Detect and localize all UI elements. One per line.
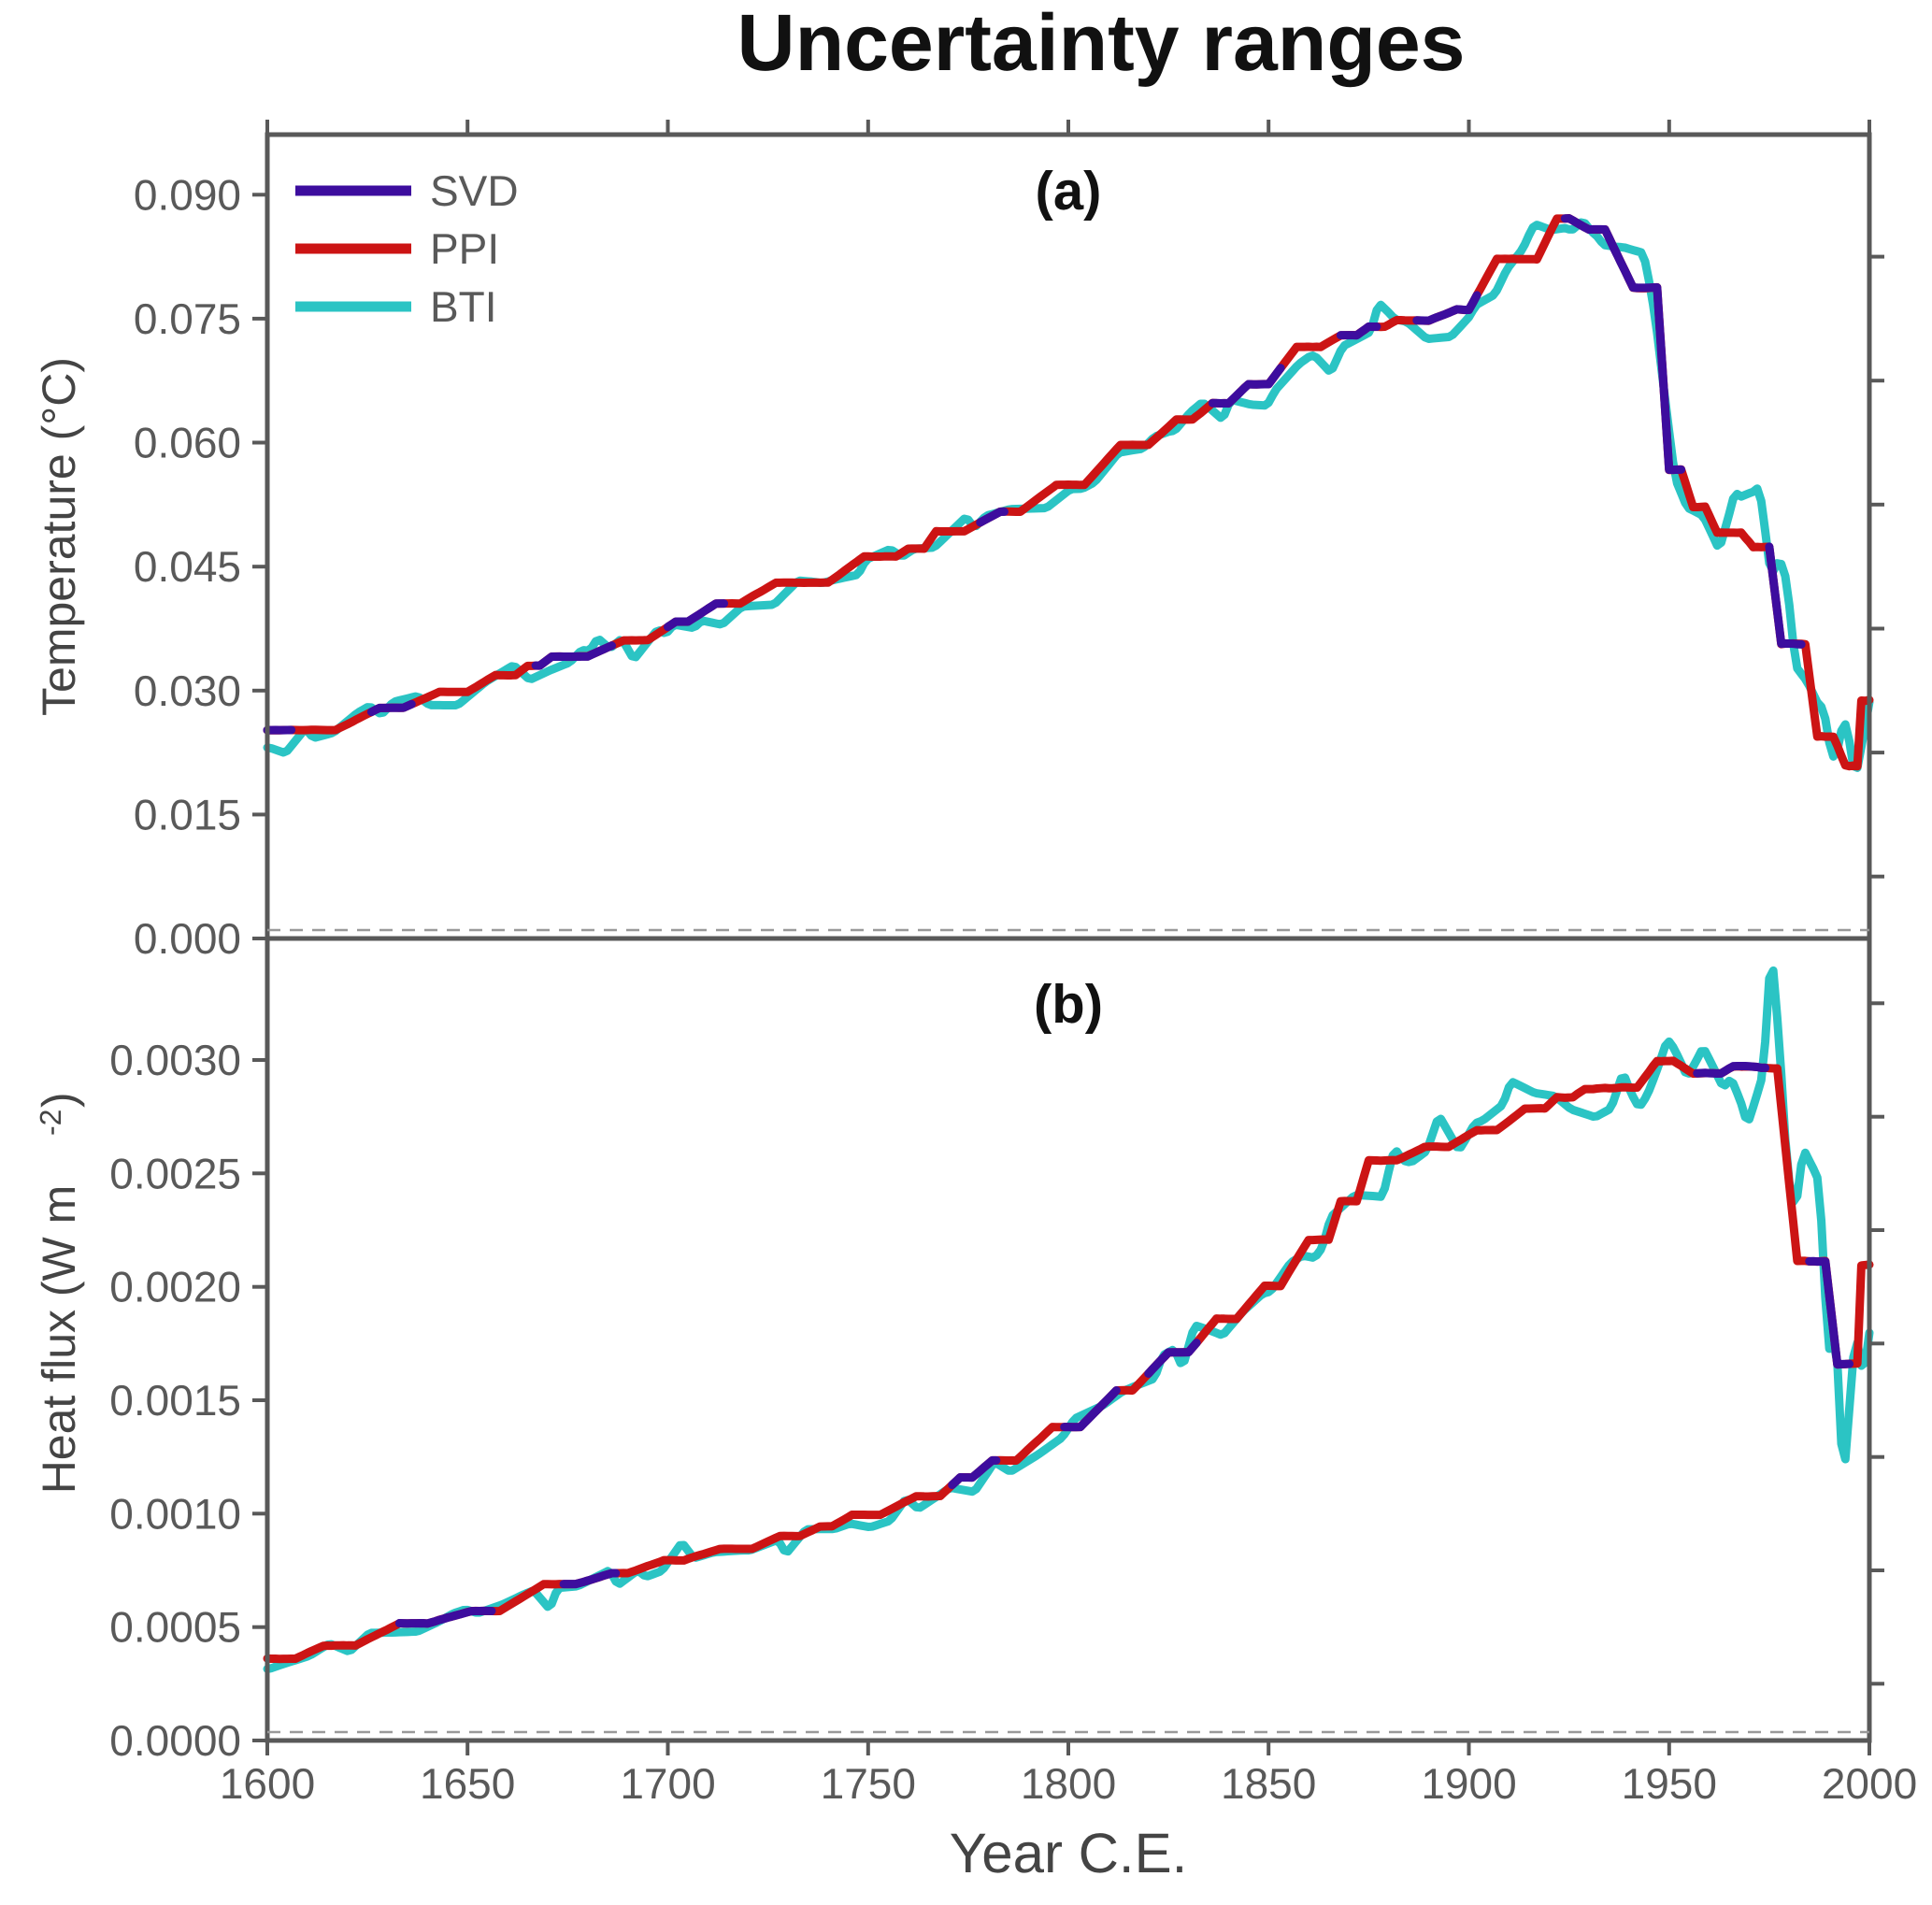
svg-text:0.0010: 0.0010 xyxy=(109,1489,241,1538)
svg-text:0.000: 0.000 xyxy=(134,914,241,963)
svg-text:0.090: 0.090 xyxy=(134,170,241,219)
svg-text:0.075: 0.075 xyxy=(134,294,241,343)
svg-text:1650: 1650 xyxy=(420,1759,515,1808)
svg-text:0.030: 0.030 xyxy=(134,666,241,715)
svg-text:SVD: SVD xyxy=(430,166,519,215)
svg-text:0.0030: 0.0030 xyxy=(109,1036,241,1084)
svg-text:1850: 1850 xyxy=(1221,1759,1316,1808)
svg-text:1900: 1900 xyxy=(1421,1759,1516,1808)
svg-text:1700: 1700 xyxy=(620,1759,715,1808)
svg-text:1800: 1800 xyxy=(1021,1759,1116,1808)
svg-text:(a): (a) xyxy=(1036,161,1102,222)
svg-text:-2: -2 xyxy=(34,1110,67,1136)
svg-text:0.0020: 0.0020 xyxy=(109,1263,241,1311)
svg-text:1950: 1950 xyxy=(1622,1759,1717,1808)
svg-text:0.060: 0.060 xyxy=(134,419,241,467)
svg-text:): ) xyxy=(33,1092,85,1108)
svg-text:0.0015: 0.0015 xyxy=(109,1376,241,1425)
svg-text:Heat flux (W m: Heat flux (W m xyxy=(33,1185,85,1495)
svg-text:0.045: 0.045 xyxy=(134,542,241,591)
svg-text:Year C.E.: Year C.E. xyxy=(950,1822,1188,1884)
svg-text:PPI: PPI xyxy=(430,224,499,273)
svg-text:0.015: 0.015 xyxy=(134,790,241,838)
svg-text:0.0025: 0.0025 xyxy=(109,1149,241,1197)
svg-text:Temperature (°C): Temperature (°C) xyxy=(33,357,85,716)
svg-text:0.0000: 0.0000 xyxy=(109,1716,241,1765)
svg-text:1750: 1750 xyxy=(821,1759,916,1808)
svg-text:0.0005: 0.0005 xyxy=(109,1603,241,1652)
svg-text:BTI: BTI xyxy=(430,282,497,331)
svg-text:2000: 2000 xyxy=(1822,1759,1917,1808)
svg-text:1600: 1600 xyxy=(220,1759,315,1808)
svg-text:Uncertainty ranges: Uncertainty ranges xyxy=(737,0,1465,88)
svg-text:(b): (b) xyxy=(1034,974,1103,1035)
